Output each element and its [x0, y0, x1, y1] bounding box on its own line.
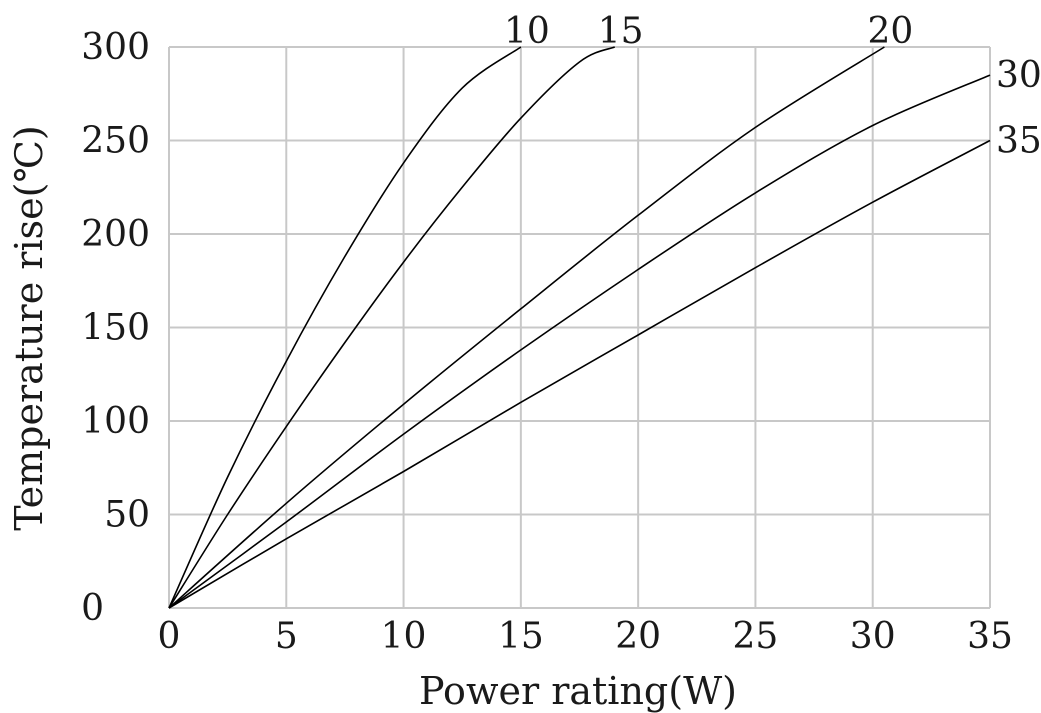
series-line-15 [168, 46, 616, 609]
series-label-35: 35 [996, 121, 1041, 162]
x-tick-label: 25 [733, 616, 779, 657]
y-tick-label: 150 [81, 308, 150, 349]
series-line-30 [168, 74, 991, 609]
series-label-30: 30 [996, 55, 1041, 96]
y-tick-label: 0 [81, 588, 104, 629]
y-tick-label: 250 [81, 121, 150, 162]
series-line-20 [168, 46, 885, 609]
x-tick-label: 35 [967, 616, 1013, 657]
y-tick-label: 50 [104, 495, 150, 536]
series-label-10: 10 [504, 11, 550, 52]
y-axis-title: Temperature rise(℃) [7, 125, 51, 531]
series-line-35 [168, 139, 991, 609]
series-line-10 [168, 46, 522, 609]
series-label-15: 15 [598, 11, 644, 52]
x-tick-label: 10 [381, 616, 427, 657]
series-lines [168, 46, 991, 609]
grid [168, 46, 991, 609]
series-labels: 10 15 20 30 35 [504, 11, 1041, 162]
y-tick-label: 300 [81, 27, 150, 68]
x-tick-label: 30 [850, 616, 896, 657]
tick-labels: 0 5 10 15 20 25 30 35 0 50 100 150 200 250 300 [81, 27, 1013, 657]
x-tick-label: 15 [498, 616, 544, 657]
series-label-20: 20 [868, 11, 914, 52]
x-tick-label: 0 [158, 616, 181, 657]
x-axis-title: Power rating(W) [419, 669, 737, 713]
y-tick-label: 200 [81, 214, 150, 255]
x-tick-label: 5 [275, 616, 298, 657]
x-tick-label: 20 [615, 616, 661, 657]
y-tick-label: 100 [81, 401, 150, 442]
